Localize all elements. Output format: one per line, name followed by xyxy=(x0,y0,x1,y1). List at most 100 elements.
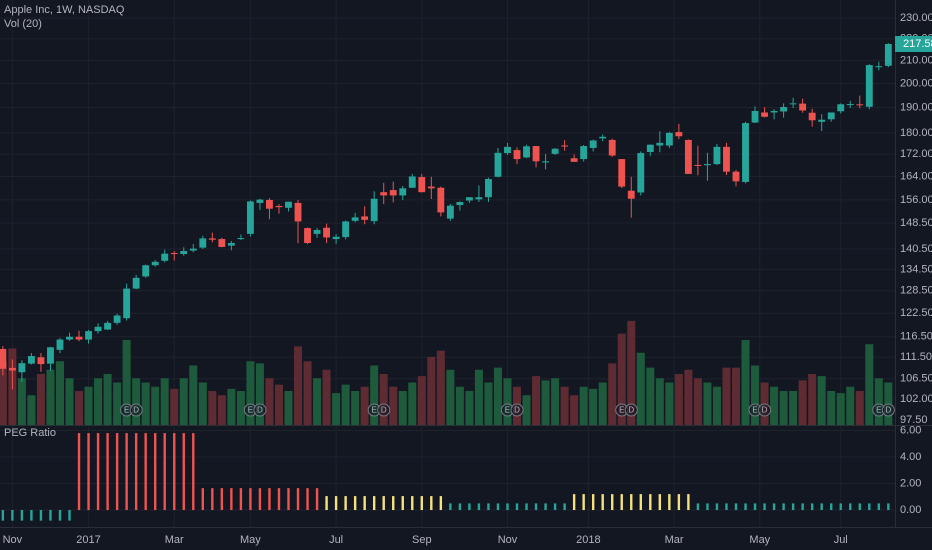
peg-bar xyxy=(220,488,224,511)
candle-body xyxy=(418,177,426,193)
event-marker xyxy=(253,403,267,417)
peg-bar xyxy=(96,433,100,511)
peg-bar xyxy=(668,494,671,511)
candle-body xyxy=(589,140,597,148)
volume-bar xyxy=(132,378,141,425)
candle-body xyxy=(723,146,730,172)
volume-bar xyxy=(189,365,198,425)
peg-bar xyxy=(211,488,214,511)
candle-body xyxy=(770,110,778,113)
candle-body xyxy=(665,132,673,146)
event-label: D xyxy=(257,406,263,415)
axis-layer xyxy=(0,0,932,528)
candle-body xyxy=(884,44,892,66)
volume-bar xyxy=(170,388,179,425)
candle-body xyxy=(427,186,435,189)
candle-body xyxy=(561,145,569,147)
y-tick-label: 102.00 xyxy=(900,393,932,405)
peg-bar xyxy=(430,496,433,511)
volume-bar xyxy=(532,376,541,425)
volume-bar xyxy=(522,395,531,425)
peg-bar xyxy=(58,510,62,521)
candle-body xyxy=(332,236,340,240)
peg-bar xyxy=(125,433,128,511)
y-tick-label: 190.00 xyxy=(900,101,932,113)
volume-bar xyxy=(855,391,864,425)
y-tick-label: 134.50 xyxy=(900,263,932,275)
event-label: D xyxy=(133,406,139,415)
candle-body xyxy=(161,253,169,261)
peg-bar xyxy=(439,496,443,511)
volume-bar xyxy=(484,382,493,425)
volume-bar xyxy=(455,386,464,425)
y-tick-label: 116.50 xyxy=(900,331,932,343)
x-tick-label: Jul xyxy=(329,534,343,546)
volume-bar xyxy=(779,391,788,425)
x-tick-label: May xyxy=(749,534,770,546)
candle-body xyxy=(485,179,492,198)
candle-body xyxy=(465,197,473,201)
candle-body xyxy=(37,357,45,365)
candle-body xyxy=(646,144,654,152)
event-label: E xyxy=(619,406,624,415)
x-tick-label: Mar xyxy=(165,534,184,546)
y-tick-label: 128.50 xyxy=(900,285,932,297)
candle-body xyxy=(180,250,188,254)
peg-bar xyxy=(858,503,861,511)
peg-bar xyxy=(192,433,195,511)
candle-body xyxy=(846,104,854,106)
candle-body xyxy=(761,112,768,117)
candle-body xyxy=(361,216,369,220)
peg-bar xyxy=(810,503,814,511)
volume-bar xyxy=(560,386,569,425)
volume-bar xyxy=(103,374,112,425)
volume-bar xyxy=(789,391,798,425)
event-label: E xyxy=(372,406,377,415)
peg-bar xyxy=(572,494,576,511)
x-tick-label: Sep xyxy=(412,534,432,546)
candle-body xyxy=(94,326,102,332)
candle-body xyxy=(208,238,216,240)
candle-body xyxy=(742,123,749,182)
candle-body xyxy=(780,107,788,112)
peg-bar xyxy=(534,503,538,511)
candle-body xyxy=(66,336,73,340)
event-label: D xyxy=(628,406,634,415)
volume-bar xyxy=(474,369,483,425)
peg-bar xyxy=(87,433,90,511)
event-label: E xyxy=(248,406,253,415)
event-marker xyxy=(129,403,143,417)
peg-bar xyxy=(39,510,43,521)
volume-bar xyxy=(541,380,550,425)
volume-bar xyxy=(427,357,436,425)
volume-bar xyxy=(465,391,474,425)
event-label: E xyxy=(124,406,129,415)
volume-bar xyxy=(846,386,855,425)
volume-bar xyxy=(122,340,131,425)
peg-bar xyxy=(153,433,157,511)
candle-body xyxy=(218,239,226,247)
candle-body xyxy=(532,146,540,162)
peg-bar xyxy=(772,503,776,511)
peg-bar xyxy=(115,433,119,511)
peg-bar xyxy=(306,488,309,511)
candle-body xyxy=(513,150,521,160)
volume-bar xyxy=(65,378,74,425)
peg-bar xyxy=(277,488,281,511)
candle-body xyxy=(189,248,197,251)
candle-body xyxy=(799,103,807,111)
y-tick-label: 122.50 xyxy=(900,307,932,319)
peg-bar xyxy=(1,510,5,521)
peg-bar xyxy=(296,488,300,511)
peg-bar xyxy=(68,510,71,521)
candle-body xyxy=(875,66,883,68)
volume-bar xyxy=(674,374,683,425)
y-tick-label: 106.50 xyxy=(900,373,932,385)
candle-body xyxy=(627,190,635,199)
volume-bar xyxy=(113,382,122,425)
candle-body xyxy=(323,227,331,238)
volume-bar xyxy=(217,395,226,425)
volume-bar xyxy=(579,386,588,425)
candle-body xyxy=(246,201,254,234)
